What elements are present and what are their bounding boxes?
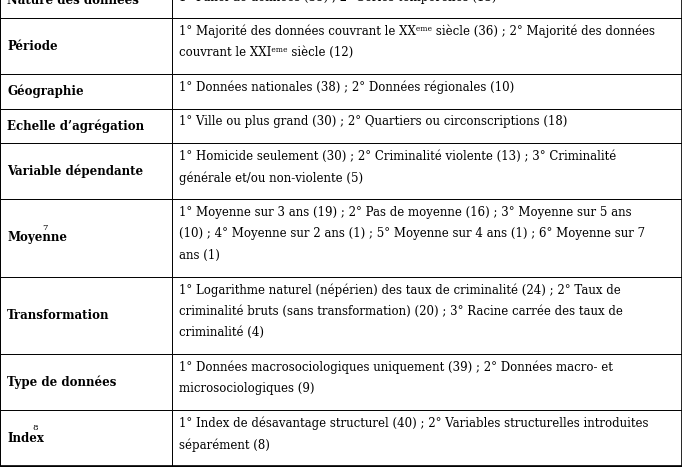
Bar [172,199,682,277]
Text: criminalité (4): criminalité (4) [179,326,264,339]
Text: 1° Panel de données (35) ; 2° Séries temporelles (13): 1° Panel de données (35) ; 2° Séries tem… [179,0,496,3]
Bar [172,410,682,466]
Bar [172,354,682,410]
Text: Type de données: Type de données [7,375,117,389]
Text: séparément (8): séparément (8) [179,438,270,452]
Text: criminalité bruts (sans transformation) (20) ; 3° Racine carrée des taux de: criminalité bruts (sans transformation) … [179,305,623,317]
Text: 8: 8 [33,424,38,432]
Bar [0,410,172,466]
Bar [0,354,172,410]
Text: ans (1): ans (1) [179,249,220,262]
Text: 1° Majorité des données couvrant le XXᵉᵐᵉ siècle (36) ; 2° Majorité des données: 1° Majorité des données couvrant le XXᵉᵐ… [179,24,655,38]
Text: 1° Ville ou plus grand (30) ; 2° Quartiers ou circonscriptions (18): 1° Ville ou plus grand (30) ; 2° Quartie… [179,115,567,128]
Text: Nature des données: Nature des données [7,0,139,7]
Text: Index: Index [7,431,44,445]
Text: Moyenne: Moyenne [7,231,67,244]
Text: 1° Logarithme naturel (népérien) des taux de criminalité (24) ; 2° Taux de: 1° Logarithme naturel (népérien) des tau… [179,283,621,297]
Bar [0,74,172,109]
Text: 1° Homicide seulement (30) ; 2° Criminalité violente (13) ; 3° Criminalité: 1° Homicide seulement (30) ; 2° Criminal… [179,149,616,162]
Bar [172,143,682,199]
Text: 1° Index de désavantage structurel (40) ; 2° Variables structurelles introduites: 1° Index de désavantage structurel (40) … [179,417,649,430]
Text: microsociologiques (9): microsociologiques (9) [179,382,314,395]
Bar [0,277,172,354]
Bar [172,0,682,18]
Text: Variable dépendante: Variable dépendante [7,164,143,178]
Text: 1° Moyenne sur 3 ans (19) ; 2° Pas de moyenne (16) ; 3° Moyenne sur 5 ans: 1° Moyenne sur 3 ans (19) ; 2° Pas de mo… [179,205,632,219]
Text: générale et/ou non-violente (5): générale et/ou non-violente (5) [179,171,363,184]
Bar [0,18,172,74]
Bar [0,143,172,199]
Text: Transformation: Transformation [7,309,110,322]
Text: 7: 7 [43,224,48,232]
Text: couvrant le XXIᵉᵐᵉ siècle (12): couvrant le XXIᵉᵐᵉ siècle (12) [179,46,353,59]
Text: (10) ; 4° Moyenne sur 2 ans (1) ; 5° Moyenne sur 4 ans (1) ; 6° Moyenne sur 7: (10) ; 4° Moyenne sur 2 ans (1) ; 5° Moy… [179,227,645,240]
Text: Géographie: Géographie [7,85,84,98]
Text: Période: Période [7,39,57,52]
Text: Echelle d’agrégation: Echelle d’agrégation [7,119,144,132]
Bar [172,277,682,354]
Bar [0,0,172,18]
Text: 1° Données macrosociologiques uniquement (39) ; 2° Données macro- et: 1° Données macrosociologiques uniquement… [179,360,612,374]
Bar [172,18,682,74]
Bar [0,199,172,277]
Bar [0,109,172,143]
Bar [172,74,682,109]
Text: 1° Données nationales (38) ; 2° Données régionales (10): 1° Données nationales (38) ; 2° Données … [179,80,514,94]
Bar [172,109,682,143]
